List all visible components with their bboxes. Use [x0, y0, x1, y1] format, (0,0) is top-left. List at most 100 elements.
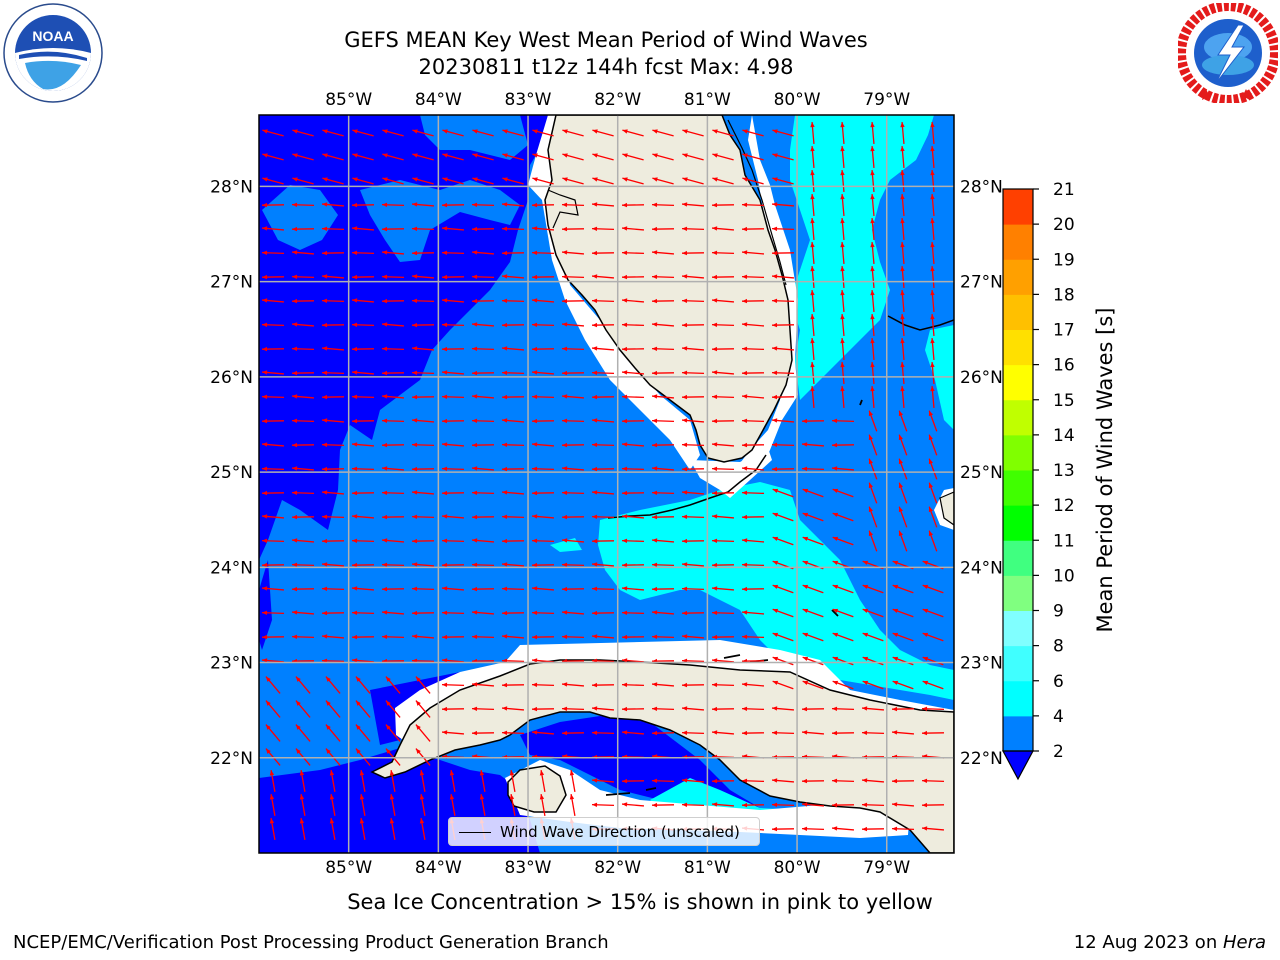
wind-wave-arrow	[651, 490, 675, 495]
wind-wave-arrow	[539, 794, 546, 816]
wind-wave-arrow	[532, 129, 554, 137]
wind-wave-arrow	[930, 169, 935, 193]
wind-wave-arrow	[411, 298, 435, 303]
wind-wave-arrow	[862, 608, 884, 618]
wind-wave-arrow	[921, 778, 945, 783]
wind-wave-arrow	[561, 370, 585, 376]
wind-wave-arrow	[930, 361, 935, 385]
wind-wave-arrow	[832, 536, 854, 546]
wind-wave-arrow	[651, 442, 675, 448]
wind-wave-arrow	[322, 153, 344, 161]
wind-wave-arrow	[561, 730, 585, 736]
wind-wave-arrow	[801, 826, 825, 831]
wind-wave-arrow	[561, 586, 585, 592]
wind-wave-arrow	[840, 121, 845, 145]
wind-wave-arrow	[741, 682, 765, 687]
wind-wave-arrow	[412, 177, 434, 185]
wind-wave-arrow	[591, 706, 615, 711]
wind-wave-arrow	[351, 586, 375, 591]
wind-wave-arrow	[381, 466, 405, 471]
wind-wave-arrow	[591, 634, 615, 639]
wind-wave-arrow	[441, 538, 465, 543]
wind-wave-arrow	[471, 274, 495, 279]
wind-wave-arrow	[291, 610, 315, 615]
wind-wave-arrow	[381, 394, 405, 399]
wind-wave-arrow	[651, 586, 675, 592]
wind-wave-arrow	[411, 442, 435, 447]
wind-wave-arrow	[868, 434, 878, 456]
wind-wave-arrow	[411, 418, 435, 423]
wind-wave-arrow	[681, 226, 705, 231]
colorbar-tick-label: 14	[1053, 426, 1075, 446]
wind-wave-arrow	[621, 706, 645, 712]
wind-wave-arrow	[711, 634, 735, 640]
wind-wave-arrow	[262, 177, 284, 185]
lon-tick-top: 81°W	[684, 90, 731, 110]
wind-wave-arrow	[810, 361, 815, 385]
wind-wave-arrow	[892, 656, 914, 666]
wind-wave-arrow	[681, 730, 705, 735]
wind-wave-arrow	[561, 418, 585, 423]
wind-wave-arrow	[411, 274, 435, 279]
wind-wave-arrow	[892, 608, 914, 618]
wind-wave-arrow	[868, 458, 878, 480]
wind-wave-arrow	[411, 562, 435, 567]
wind-wave-arrow	[802, 488, 824, 498]
wind-wave-arrow	[261, 634, 285, 640]
wind-wave-arrow	[261, 586, 285, 591]
wind-wave-arrow	[870, 169, 875, 193]
wind-wave-arrow	[531, 442, 555, 447]
wind-wave-arrow	[810, 289, 815, 313]
colorbar-segment	[1003, 715, 1033, 752]
wind-wave-arrow	[898, 434, 908, 456]
wind-wave-arrow	[622, 153, 644, 161]
wind-wave-arrow	[322, 129, 344, 137]
wind-wave-arrow	[561, 490, 585, 495]
wind-wave-arrow	[381, 274, 405, 279]
wind-wave-arrow	[441, 442, 465, 447]
wind-wave-arrow	[471, 610, 495, 615]
wind-wave-arrow	[681, 298, 705, 303]
wind-wave-arrow	[681, 370, 705, 375]
wind-wave-arrow	[325, 676, 341, 694]
wind-wave-arrow	[471, 706, 495, 711]
wind-wave-arrow	[471, 586, 495, 592]
wind-wave-arrow	[771, 226, 795, 231]
wind-wave-arrow	[772, 129, 794, 137]
wind-wave-arrow	[591, 538, 615, 544]
nws-logo	[1178, 3, 1278, 103]
wind-wave-arrow	[321, 586, 345, 591]
wind-wave-arrow	[681, 610, 705, 616]
wind-wave-arrow	[831, 442, 855, 448]
wind-wave-arrow	[801, 730, 825, 735]
wind-wave-arrow	[831, 778, 855, 783]
wind-wave-arrow	[681, 586, 705, 591]
wind-wave-arrow	[321, 610, 345, 616]
wind-wave-arrow	[802, 680, 824, 690]
wind-wave-arrow	[711, 370, 735, 375]
wind-wave-arrow	[801, 778, 825, 784]
wind-wave-arrow	[900, 121, 905, 145]
wind-wave-arrow	[621, 418, 645, 424]
wind-wave-arrow	[561, 610, 585, 615]
colorbar-segment	[1003, 224, 1033, 260]
wind-wave-arrow	[891, 706, 915, 712]
wind-wave-arrow	[810, 121, 815, 145]
lon-tick-bottom: 82°W	[594, 858, 641, 878]
wind-wave-arrow	[711, 202, 735, 208]
lat-tick-right: 28°N	[960, 177, 1003, 197]
map-legend: Wind Wave Direction (unscaled)	[448, 817, 760, 846]
wind-wave-arrow	[682, 153, 704, 161]
wind-wave-arrow	[870, 337, 875, 361]
wind-wave-arrow	[442, 177, 464, 185]
wind-wave-arrow	[381, 250, 405, 255]
wind-wave-arrow	[381, 370, 405, 376]
wind-wave-arrow	[810, 385, 815, 409]
wind-wave-arrow	[441, 682, 465, 687]
wind-wave-arrow	[651, 682, 675, 687]
wind-wave-arrow	[928, 434, 938, 456]
chart-title: GEFS MEAN Key West Mean Period of Wind W…	[344, 28, 868, 52]
wind-wave-arrow	[810, 337, 815, 361]
wind-wave-arrow	[501, 250, 525, 256]
wind-wave-arrow	[531, 298, 555, 303]
